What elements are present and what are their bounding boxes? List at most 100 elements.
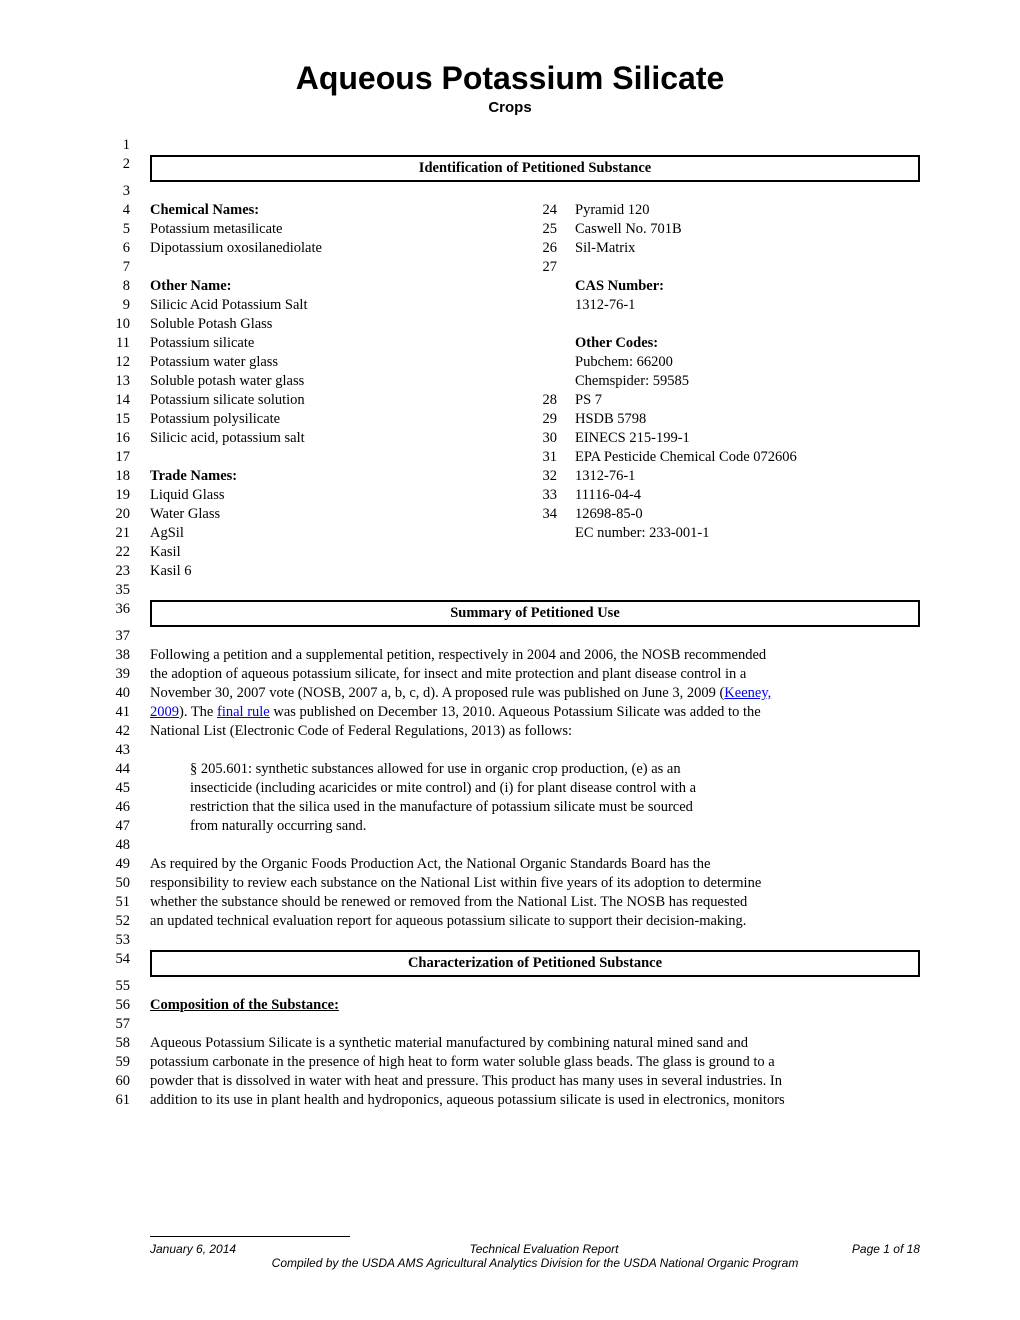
line-number: 20 <box>100 505 150 524</box>
other-name-header: Other Name: <box>150 277 535 296</box>
line-number: 23 <box>100 562 150 581</box>
line-number: 5 <box>100 220 150 239</box>
line-number: 53 <box>100 931 150 950</box>
line-number: 24 <box>535 201 575 220</box>
line-number: 42 <box>100 722 150 741</box>
text: November 30, 2007 vote (NOSB, 2007 a, b,… <box>150 684 920 703</box>
text: § 205.601: synthetic substances allowed … <box>150 760 920 779</box>
text: Potassium silicate solution <box>150 391 535 410</box>
text: Potassium silicate <box>150 334 535 353</box>
text: powder that is dissolved in water with h… <box>150 1072 920 1091</box>
line-number: 17 <box>100 448 150 467</box>
line-number: 41 <box>100 703 150 722</box>
text: Chemspider: 59585 <box>575 372 920 391</box>
text: 11116-04-4 <box>575 486 920 505</box>
text: Pyramid 120 <box>575 201 920 220</box>
line-number: 60 <box>100 1072 150 1091</box>
line-number: 30 <box>535 429 575 448</box>
line-number: 7 <box>100 258 150 277</box>
line-number: 33 <box>535 486 575 505</box>
line-number: 4 <box>100 201 150 220</box>
footer-date: January 6, 2014 <box>150 1242 236 1256</box>
text: PS 7 <box>575 391 920 410</box>
line-number: 57 <box>100 1015 150 1034</box>
text: the adoption of aqueous potassium silica… <box>150 665 920 684</box>
text: from naturally occurring sand. <box>150 817 920 836</box>
section-header-summary: Summary of Petitioned Use <box>150 600 920 627</box>
line-number: 34 <box>535 505 575 524</box>
text: Caswell No. 701B <box>575 220 920 239</box>
line-number: 10 <box>100 315 150 334</box>
line-number: 35 <box>100 581 150 600</box>
line-number: 26 <box>535 239 575 258</box>
line-number: 19 <box>100 486 150 505</box>
text: Following a petition and a supplemental … <box>150 646 920 665</box>
footer-report-title: Technical Evaluation Report <box>470 1242 619 1256</box>
codes-header: Other Codes: <box>575 334 920 353</box>
line-number: 22 <box>100 543 150 562</box>
line-number: 13 <box>100 372 150 391</box>
line-number: 39 <box>100 665 150 684</box>
text: EINECS 215-199-1 <box>575 429 920 448</box>
line-number: 38 <box>100 646 150 665</box>
line-number: 1 <box>100 136 150 155</box>
line-number: 56 <box>100 996 150 1015</box>
line-number: 11 <box>100 334 150 353</box>
line-number: 14 <box>100 391 150 410</box>
text: Soluble Potash Glass <box>150 315 535 334</box>
line-number: 16 <box>100 429 150 448</box>
footer-compiled-by: Compiled by the USDA AMS Agricultural An… <box>150 1256 920 1270</box>
text: Potassium polysilicate <box>150 410 535 429</box>
line-number: 36 <box>100 600 150 619</box>
link-keeney-2[interactable]: 2009 <box>150 704 179 720</box>
text: Sil-Matrix <box>575 239 920 258</box>
line-number: 40 <box>100 684 150 703</box>
text: whether the substance should be renewed … <box>150 893 920 912</box>
line-number: 50 <box>100 874 150 893</box>
line-number: 15 <box>100 410 150 429</box>
cas-header: CAS Number: <box>575 277 920 296</box>
line-number: 31 <box>535 448 575 467</box>
line-number: 46 <box>100 798 150 817</box>
line-number: 25 <box>535 220 575 239</box>
text: Kasil 6 <box>150 562 920 581</box>
text: Dipotassium oxosilanediolate <box>150 239 535 258</box>
text: Silicic acid, potassium salt <box>150 429 535 448</box>
line-number: 44 <box>100 760 150 779</box>
line-number: 61 <box>100 1091 150 1110</box>
line-number: 27 <box>535 258 575 277</box>
text: Potassium metasilicate <box>150 220 535 239</box>
line-number: 58 <box>100 1034 150 1053</box>
section-header-identification: Identification of Petitioned Substance <box>150 155 920 182</box>
section-header-characterization: Characterization of Petitioned Substance <box>150 950 920 977</box>
link-final-rule[interactable]: final rule <box>217 704 270 720</box>
page-footer: January 6, 2014 Technical Evaluation Rep… <box>100 1236 920 1270</box>
document-subtitle: Crops <box>100 99 920 116</box>
line-number: 12 <box>100 353 150 372</box>
text: Silicic Acid Potassium Salt <box>150 296 535 315</box>
text: responsibility to review each substance … <box>150 874 920 893</box>
text: addition to its use in plant health and … <box>150 1091 920 1110</box>
line-number: 28 <box>535 391 575 410</box>
text: Soluble potash water glass <box>150 372 535 391</box>
document-body: 1 2Identification of Petitioned Substanc… <box>100 136 920 1110</box>
text: Kasil <box>150 543 920 562</box>
text: National List (Electronic Code of Federa… <box>150 722 920 741</box>
line-number: 45 <box>100 779 150 798</box>
text: EPA Pesticide Chemical Code 072606 <box>575 448 920 467</box>
text: Pubchem: 66200 <box>575 353 920 372</box>
line-number: 49 <box>100 855 150 874</box>
text: EC number: 233-001-1 <box>575 524 920 543</box>
link-keeney[interactable]: Keeney, <box>724 685 771 701</box>
text: Liquid Glass <box>150 486 535 505</box>
line-number: 47 <box>100 817 150 836</box>
trade-names-header: Trade Names: <box>150 467 535 486</box>
composition-header: Composition of the Substance: <box>150 996 920 1015</box>
footer-page-number: Page 1 of 18 <box>852 1242 920 1256</box>
text: HSDB 5798 <box>575 410 920 429</box>
line-number: 8 <box>100 277 150 296</box>
line-number: 51 <box>100 893 150 912</box>
line-number: 29 <box>535 410 575 429</box>
text: Water Glass <box>150 505 535 524</box>
line-number: 59 <box>100 1053 150 1072</box>
